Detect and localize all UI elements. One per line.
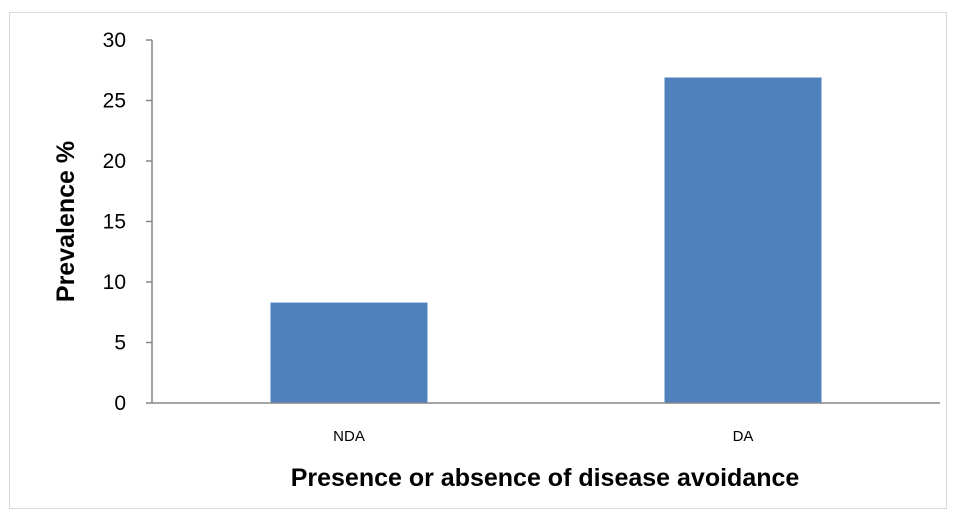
y-tick-label: 15 <box>103 211 126 234</box>
y-axis-title: Prevalence % <box>52 141 80 302</box>
y-tick-label: 0 <box>114 392 126 415</box>
bar-nda <box>270 302 428 403</box>
y-tick-label: 25 <box>103 90 126 113</box>
x-category-label: DA <box>733 428 754 445</box>
y-tick-label: 5 <box>114 332 126 355</box>
x-category-label: NDA <box>333 428 365 445</box>
y-tick-label: 20 <box>103 150 126 173</box>
bars <box>270 77 822 403</box>
x-axis-categories: NDA DA <box>333 428 753 445</box>
bar-da <box>664 77 822 403</box>
y-tick-label: 10 <box>103 271 126 294</box>
x-axis-title: Presence or absence of disease avoidance <box>291 464 800 492</box>
y-axis-ticks: 0 5 10 15 20 25 30 <box>103 29 152 415</box>
y-tick-label: 30 <box>103 29 126 52</box>
